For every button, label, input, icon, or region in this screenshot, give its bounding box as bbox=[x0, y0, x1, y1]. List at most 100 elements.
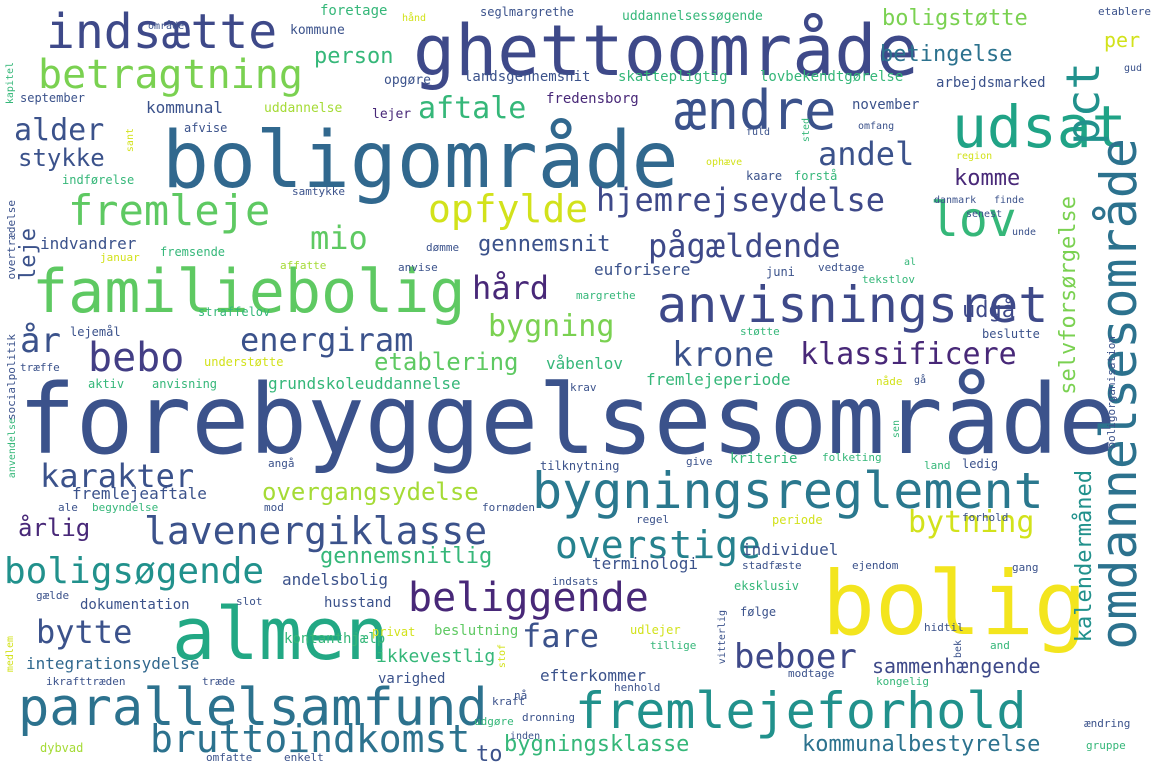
word: henhold bbox=[614, 681, 661, 694]
word: anvisning bbox=[152, 377, 218, 391]
word: integrationsydelse bbox=[26, 654, 200, 673]
word: mio bbox=[310, 219, 368, 257]
word: straffelov bbox=[198, 305, 271, 319]
word: ophæve bbox=[706, 157, 743, 168]
word: dronning bbox=[522, 711, 575, 724]
word: leje bbox=[16, 228, 41, 281]
word: andelsbolig bbox=[282, 570, 388, 589]
word: privat bbox=[372, 625, 416, 639]
word: gælde bbox=[36, 589, 70, 602]
word: regel bbox=[636, 513, 670, 526]
word: ikrafttræden bbox=[46, 675, 126, 688]
word: fuld bbox=[746, 127, 771, 138]
word: margrethe bbox=[576, 289, 636, 302]
word: bytning bbox=[908, 505, 1035, 540]
word: socialpolitik bbox=[5, 334, 18, 421]
word: gang bbox=[1012, 561, 1039, 574]
word: stykke bbox=[18, 144, 105, 172]
word: boligsøgende bbox=[4, 551, 265, 592]
word: november bbox=[852, 97, 920, 113]
word: bruttoindkomst bbox=[150, 717, 471, 761]
word: inden bbox=[510, 731, 541, 742]
word: etablere bbox=[1098, 5, 1151, 18]
word: sen bbox=[891, 420, 902, 439]
word: almen bbox=[172, 592, 389, 676]
word: pågældende bbox=[648, 227, 841, 265]
word: selvforsørgelse bbox=[1056, 196, 1081, 395]
word: etablering bbox=[374, 348, 519, 376]
word: foretage bbox=[320, 3, 388, 19]
word: indsats bbox=[552, 575, 599, 588]
word: indførelse bbox=[62, 173, 135, 187]
word: kontanthjælp bbox=[284, 631, 386, 647]
word: følge bbox=[740, 605, 777, 619]
word: uddannelse bbox=[264, 101, 343, 116]
word: sted bbox=[801, 118, 812, 143]
word: overstige bbox=[555, 523, 761, 567]
word: betingelse bbox=[880, 42, 1013, 67]
word: medlem bbox=[5, 636, 16, 673]
word: klassificere bbox=[800, 337, 1017, 372]
word: gennemsnitlig bbox=[320, 544, 493, 569]
word: eksklusiv bbox=[734, 579, 800, 593]
word: danmark bbox=[934, 195, 977, 206]
word: dybvad bbox=[40, 741, 84, 755]
word: kongelig bbox=[876, 675, 929, 688]
word: boligorganisation bbox=[1105, 336, 1118, 449]
word: fremlejeforhold bbox=[575, 682, 1027, 740]
word: støtte bbox=[740, 325, 780, 338]
word: and bbox=[990, 639, 1010, 652]
word: land bbox=[924, 459, 951, 472]
word: tekstlov bbox=[862, 273, 915, 286]
word: fredensborg bbox=[546, 91, 639, 107]
word: varighed bbox=[378, 671, 446, 687]
word: vedtage bbox=[818, 261, 865, 274]
word: september bbox=[20, 91, 86, 105]
word: komme bbox=[954, 166, 1021, 191]
word: kriterie bbox=[730, 451, 798, 467]
word: fremleje bbox=[68, 186, 271, 235]
word: lov bbox=[930, 192, 1017, 248]
word: gruppe bbox=[1086, 739, 1126, 752]
word: understøtte bbox=[204, 355, 284, 369]
word: folketing bbox=[822, 451, 882, 464]
word: fornøden bbox=[482, 501, 535, 514]
word: juni bbox=[766, 265, 795, 279]
word: kraft bbox=[492, 695, 526, 708]
word: kommunal bbox=[146, 98, 224, 117]
word: nå bbox=[514, 689, 528, 702]
word: anvendelse bbox=[7, 418, 18, 479]
word: indsætte bbox=[46, 4, 278, 60]
word: hidtil bbox=[924, 621, 964, 634]
word: senest bbox=[966, 209, 1003, 220]
word: uddannelsessøgende bbox=[622, 9, 763, 24]
word: tilknytning bbox=[540, 459, 620, 473]
word: arbejdsmarked bbox=[936, 75, 1046, 91]
word: sant bbox=[125, 128, 136, 153]
word: indvandrer bbox=[40, 234, 137, 253]
word: årlig bbox=[18, 514, 91, 542]
word: opgøre bbox=[384, 73, 431, 88]
word: kommune bbox=[290, 23, 345, 38]
word: give bbox=[686, 455, 713, 468]
word: anvise bbox=[398, 261, 438, 274]
word: fremsende bbox=[160, 245, 226, 259]
word: forstå bbox=[794, 169, 838, 183]
word: skattepligtig bbox=[618, 69, 728, 85]
word: slot bbox=[236, 595, 263, 608]
word: gå bbox=[914, 375, 927, 386]
word: kalendermåned bbox=[1072, 470, 1097, 643]
word: vitterlig bbox=[717, 610, 728, 665]
word: krone bbox=[672, 335, 775, 375]
word: kommunalbestyrelse bbox=[802, 732, 1041, 757]
word: husstand bbox=[324, 595, 392, 611]
word: landsgennemsnit bbox=[464, 69, 591, 85]
word: parallelsamfund bbox=[18, 678, 488, 738]
word: aktiv bbox=[88, 377, 125, 391]
word: gud bbox=[1124, 63, 1143, 74]
word: ændring bbox=[1084, 717, 1131, 730]
word: boligområde bbox=[162, 116, 679, 206]
word: træffe bbox=[20, 361, 60, 374]
word: hånd bbox=[402, 13, 427, 24]
